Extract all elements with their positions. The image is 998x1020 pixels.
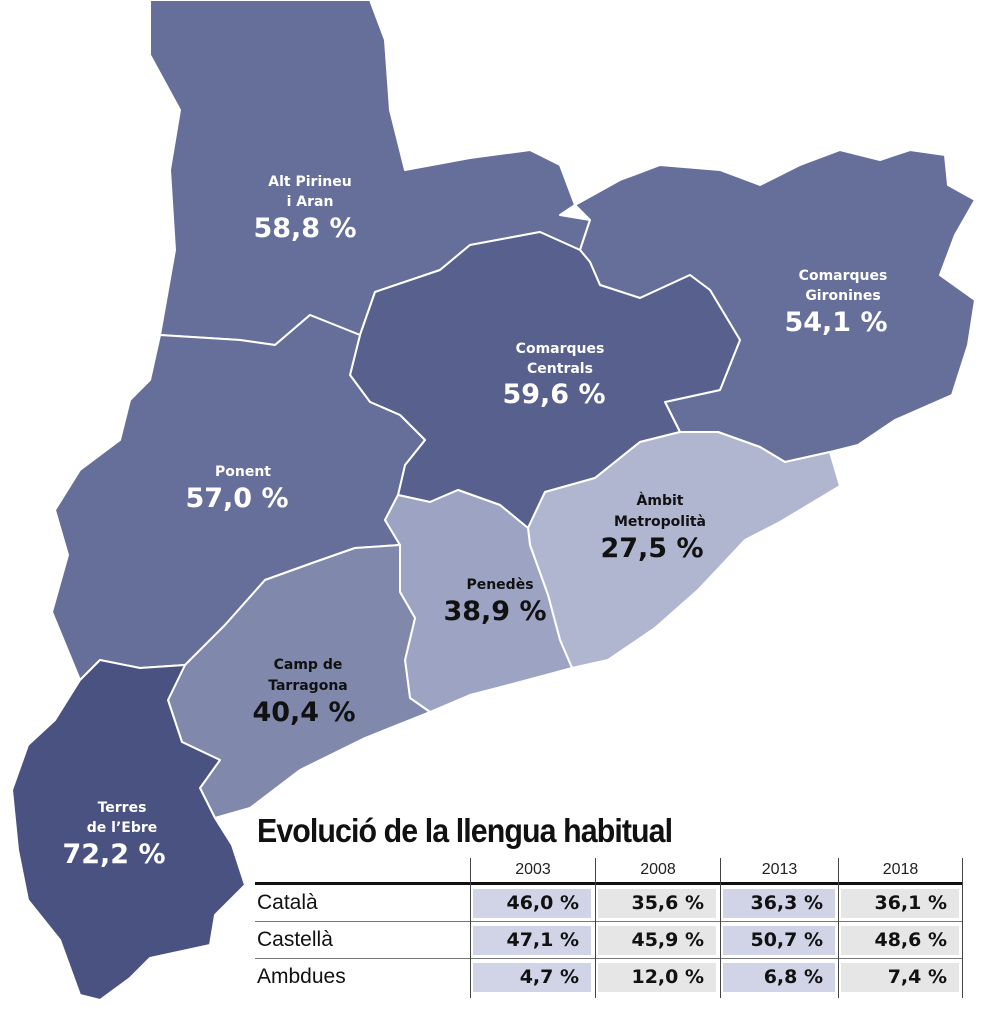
svg-text:Àmbit: Àmbit [637, 492, 684, 509]
column-divider [595, 858, 596, 998]
cell-ambdues-2003: 4,7 % [473, 963, 591, 992]
table-row-castella: Castellà 47,1 % 45,9 % 50,7 % 48,6 % [255, 922, 963, 959]
column-divider [838, 858, 839, 998]
label-ambit-metropolita: Àmbit Metropolità 27,5 % [600, 492, 706, 564]
cell-castella-2008: 45,9 % [598, 926, 716, 955]
cell-catala-2003: 46,0 % [473, 889, 591, 918]
label-ponent: Ponent 57,0 % [185, 464, 288, 514]
year-header-2003: 2003 [470, 858, 595, 882]
row-label: Castellà [257, 928, 333, 951]
row-divider [255, 921, 963, 922]
cell-ambdues-2013: 6,8 % [723, 963, 835, 992]
cell-castella-2003: 47,1 % [473, 926, 591, 955]
svg-text:38,9 %: 38,9 % [443, 596, 546, 627]
cell-catala-2013: 36,3 % [723, 889, 835, 918]
label-comarques-gironines: Comarques Gironines 54,1 % [784, 268, 887, 338]
cell-catala-2008: 35,6 % [598, 889, 716, 918]
svg-text:72,2 %: 72,2 % [62, 839, 165, 870]
language-evolution-table: Evolució de la llengua habitual 2003 200… [255, 812, 963, 1002]
table-header-rule [255, 882, 963, 885]
svg-text:Penedès: Penedès [466, 577, 533, 593]
svg-text:Comarques: Comarques [516, 341, 605, 357]
svg-text:Centrals: Centrals [527, 361, 593, 377]
svg-text:Camp de: Camp de [274, 657, 343, 673]
svg-text:Gironines: Gironines [805, 288, 880, 304]
cell-ambdues-2018: 7,4 % [841, 963, 959, 992]
cell-ambdues-2008: 12,0 % [598, 963, 716, 992]
svg-text:Terres: Terres [98, 800, 147, 816]
cell-castella-2018: 48,6 % [841, 926, 959, 955]
cell-catala-2018: 36,1 % [841, 889, 959, 918]
column-divider [470, 858, 471, 998]
year-header-2008: 2008 [595, 858, 720, 882]
row-label: Ambdues [257, 965, 346, 988]
label-terres-ebre: Terres de l’Ebre 72,2 % [62, 800, 165, 870]
svg-text:Tarragona: Tarragona [268, 678, 348, 694]
svg-text:59,6 %: 59,6 % [502, 379, 605, 410]
svg-text:54,1 %: 54,1 % [784, 307, 887, 338]
svg-text:Ponent: Ponent [215, 464, 271, 480]
cell-castella-2013: 50,7 % [723, 926, 835, 955]
svg-text:58,8 %: 58,8 % [253, 213, 356, 244]
year-header-2018: 2018 [838, 858, 963, 882]
svg-text:27,5 %: 27,5 % [600, 533, 703, 564]
region-terres-ebre [11, 659, 246, 1001]
label-alt-pirineu: Alt Pirineu i Aran 58,8 % [253, 174, 356, 244]
label-camp-tarragona: Camp de Tarragona 40,4 % [252, 657, 355, 728]
svg-text:Metropolità: Metropolità [614, 514, 706, 530]
svg-text:de l’Ebre: de l’Ebre [87, 820, 158, 836]
svg-text:i Aran: i Aran [287, 194, 334, 210]
row-divider [255, 958, 963, 959]
label-comarques-centrals: Comarques Centrals 59,6 % [502, 341, 605, 410]
label-penedes: Penedès 38,9 % [443, 577, 546, 627]
table-title: Evolució de la llengua habitual [257, 812, 673, 849]
svg-text:Comarques: Comarques [799, 268, 888, 284]
table-header-row: 2003 2008 2013 2018 [255, 858, 963, 882]
year-header-2013: 2013 [720, 858, 838, 882]
table-row-catala: Català 46,0 % 35,6 % 36,3 % 36,1 % [255, 885, 963, 922]
svg-text:Alt Pirineu: Alt Pirineu [268, 174, 351, 190]
svg-text:40,4 %: 40,4 % [252, 697, 355, 728]
svg-text:57,0 %: 57,0 % [185, 483, 288, 514]
table-row-ambdues: Ambdues 4,7 % 12,0 % 6,8 % 7,4 % [255, 959, 963, 996]
column-divider [962, 858, 963, 998]
column-divider [720, 858, 721, 998]
row-label: Català [257, 891, 318, 914]
